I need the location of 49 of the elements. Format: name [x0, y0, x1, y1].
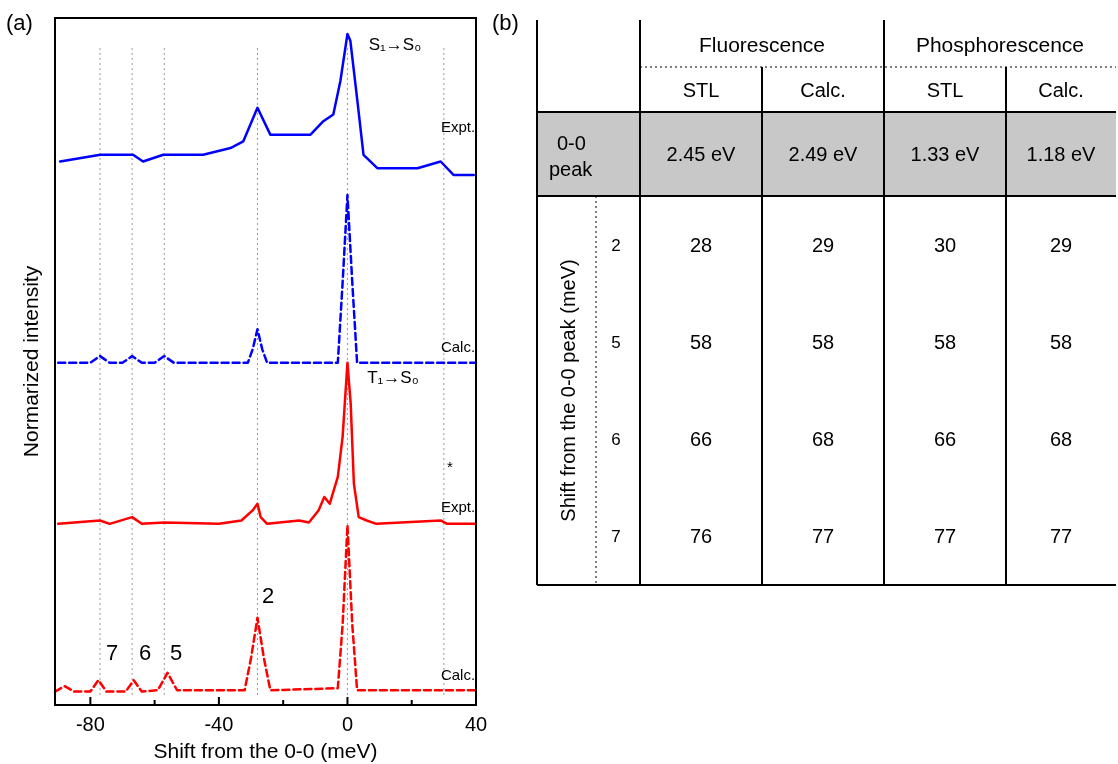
text: 30: [933, 233, 957, 256]
text: 66: [933, 428, 957, 451]
text: 68: [811, 428, 835, 451]
annotation: Expt.: [440, 118, 476, 135]
x-tick-label: -40: [204, 713, 234, 735]
text: 29: [811, 233, 835, 256]
text: 58: [933, 330, 957, 353]
category-label: Calc.: [1038, 79, 1084, 101]
text: 77: [933, 525, 957, 548]
text: 2.49 eV: [788, 143, 858, 165]
text: 1.33 eV: [910, 143, 980, 165]
text: 77: [811, 525, 835, 548]
category-label: 5: [611, 332, 621, 352]
annotation: S₁→S₀: [368, 35, 422, 54]
text: (a): [6, 10, 33, 35]
text: Shift from the 0-0 peak (meV): [557, 259, 579, 522]
annotation: 7 6 5: [105, 640, 183, 665]
text: 76: [689, 525, 713, 548]
annotation: 2: [261, 583, 275, 608]
category-label: 7: [611, 527, 621, 547]
x-tick-label: 40: [464, 713, 488, 735]
x-tick-label: 0: [341, 713, 354, 735]
text: 68: [1049, 428, 1073, 451]
text: Fluorescence: [698, 33, 826, 56]
category-label: STL: [926, 79, 964, 101]
annotation: Expt.: [440, 498, 476, 515]
text: 58: [1049, 330, 1073, 353]
text: Phosphorescence: [915, 33, 1085, 56]
text: 66: [689, 428, 713, 451]
category-label: 0-0 peak: [549, 132, 593, 180]
text: (b): [492, 10, 519, 35]
annotation: Calc.: [440, 666, 476, 683]
x-tick-label: -80: [75, 713, 105, 735]
text: 29: [1049, 233, 1073, 256]
category-label: 2: [611, 235, 621, 255]
category-label: Calc.: [800, 79, 846, 101]
text: 2.45 eV: [666, 143, 736, 165]
category-label: STL: [682, 79, 720, 101]
text: 28: [689, 233, 713, 256]
text: 77: [1049, 525, 1073, 548]
category-label: 6: [611, 430, 621, 450]
annotation: *: [447, 458, 454, 475]
text: 58: [689, 330, 713, 353]
y-axis-title: Normarized intensity: [19, 265, 42, 458]
annotation: Calc.: [440, 338, 476, 355]
text: 1.18 eV: [1026, 143, 1096, 165]
x-axis-title: Shift from the 0-0 (meV): [153, 739, 378, 762]
annotation: T₁→S₀: [367, 368, 419, 387]
text: 58: [811, 330, 835, 353]
